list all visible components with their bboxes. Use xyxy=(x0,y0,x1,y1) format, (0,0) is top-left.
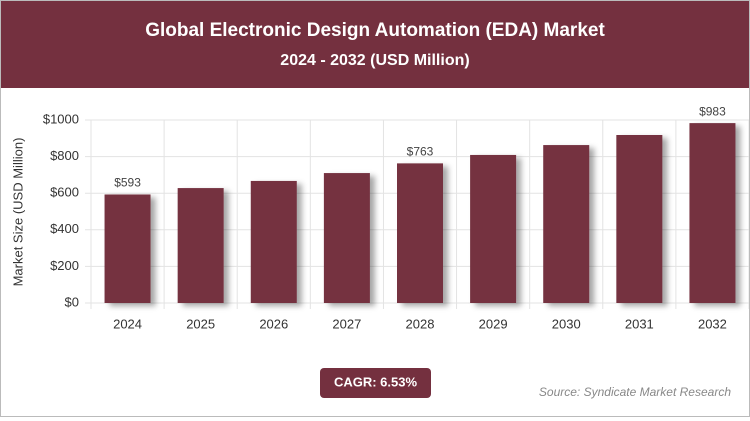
cagr-box xyxy=(320,368,431,398)
data-label: $763 xyxy=(407,145,434,159)
x-tick-label: 2030 xyxy=(552,316,581,331)
y-tick-label: $800 xyxy=(50,148,79,163)
x-tick-label: 2028 xyxy=(406,316,435,331)
y-tick-label: $200 xyxy=(50,258,79,273)
header xyxy=(1,1,749,88)
y-tick-label: $1000 xyxy=(43,111,79,126)
source: Source: Syndicate Market Research xyxy=(539,385,731,399)
bar xyxy=(397,163,443,303)
x-tick-label: 2025 xyxy=(186,316,215,331)
x-tick-label: 2029 xyxy=(479,316,508,331)
x-tick-label: 2024 xyxy=(113,316,142,331)
bar xyxy=(250,180,297,303)
chart-title: Global Electronic Design Automation (EDA… xyxy=(145,20,605,41)
bar xyxy=(689,123,736,304)
bar xyxy=(616,135,663,303)
x-tick-label: 2031 xyxy=(625,316,654,331)
x-tick-label: 2032 xyxy=(698,316,727,331)
bar xyxy=(323,173,370,303)
chart-subtitle: 2024 - 2032 (USD Million) xyxy=(280,52,469,69)
bar xyxy=(177,188,224,303)
y-axis-label: Market Size (USD Million) xyxy=(10,138,25,287)
cagr-label: CAGR: 6.53% xyxy=(334,374,418,389)
bar xyxy=(470,154,517,303)
x-tick-label: 2026 xyxy=(259,316,288,331)
bar xyxy=(543,145,590,303)
y-tick-label: $400 xyxy=(50,221,79,236)
y-tick-label: $0 xyxy=(65,294,79,309)
data-label: $593 xyxy=(114,176,141,190)
bar xyxy=(104,194,151,303)
y-tick-label: $600 xyxy=(50,185,79,200)
data-label: $983 xyxy=(699,104,726,118)
x-tick-label: 2027 xyxy=(332,316,361,331)
